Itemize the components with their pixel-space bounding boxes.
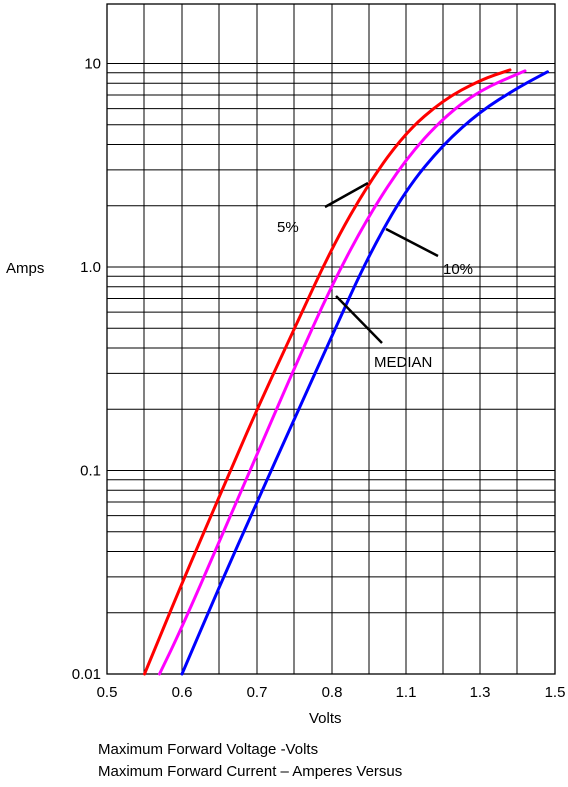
y-tick-label: 10 [84, 56, 101, 73]
x-tick-label: 0.8 [322, 684, 343, 701]
x-tick-label: 0.7 [247, 684, 268, 701]
grid [106, 3, 556, 675]
annotation-10pct: 10% [443, 261, 473, 278]
caption-line-1: Maximum Forward Voltage -Volts [98, 741, 319, 758]
x-tick-label: 0.6 [172, 684, 193, 701]
x-tick-labels: 0.5 0.6 0.7 0.8 1.1 1.3 1.5 [97, 684, 566, 701]
annotation-leader-line [385, 227, 439, 258]
y-tick-label: 0.01 [72, 666, 101, 683]
y-tick-labels: 0.01 0.1 1.0 10 [72, 56, 101, 684]
x-tick-label: 0.5 [97, 684, 118, 701]
annotation-median: MEDIAN [374, 354, 432, 371]
annotation-5pct: 5% [277, 219, 299, 236]
annotation-leaders [324, 181, 439, 344]
annotation-leader-line [324, 181, 369, 209]
series-lines [143, 68, 549, 676]
annotation-leader-line [335, 295, 383, 344]
series-line-1 [158, 69, 527, 676]
x-tick-label: 1.5 [545, 684, 566, 701]
y-tick-label: 1.0 [80, 259, 101, 276]
series-line-2 [180, 70, 549, 676]
x-axis-label: Volts [309, 710, 342, 727]
series-line-0 [143, 68, 512, 676]
x-tick-label: 1.3 [470, 684, 491, 701]
caption-line-2: Maximum Forward Current – Amperes Versus [98, 763, 403, 780]
y-axis-label: Amps [6, 260, 44, 277]
y-tick-label: 0.1 [80, 463, 101, 480]
x-tick-label: 1.1 [396, 684, 417, 701]
